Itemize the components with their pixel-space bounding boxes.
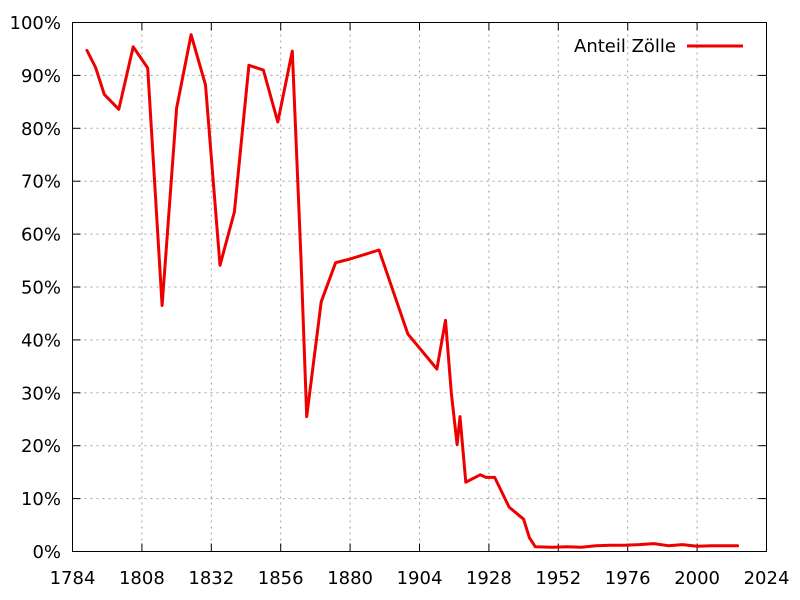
- series-line: [85, 33, 740, 549]
- y-tick-label: 70%: [21, 172, 61, 193]
- x-tick-label: 1928: [466, 568, 512, 589]
- x-tick-label: 1880: [327, 568, 373, 589]
- x-tick-label: 1808: [119, 568, 165, 589]
- x-tick-label: 1976: [605, 568, 651, 589]
- y-tick-label: 100%: [10, 13, 61, 34]
- x-axis-tick-labels: 1784 1808 1832 1856 1880 1904 1928 1952 1976 2000…: [50, 568, 790, 589]
- x-tick-label: 1904: [397, 568, 443, 589]
- y-tick-label: 80%: [21, 119, 61, 140]
- grid-lines: [72, 22, 767, 552]
- legend-label: Anteil Zölle: [574, 36, 676, 57]
- x-tick-label: 1952: [535, 568, 581, 589]
- y-tick-label: 50%: [21, 278, 61, 299]
- x-tick-label: 1832: [188, 568, 234, 589]
- y-tick-label: 30%: [21, 383, 61, 404]
- y-tick-label: 40%: [21, 330, 61, 351]
- y-tick-label: 90%: [21, 66, 61, 87]
- series-group: [85, 33, 740, 549]
- axis-ticks: [72, 22, 767, 552]
- x-tick-label: 2024: [744, 568, 790, 589]
- y-axis-tick-labels: 0% 10% 20% 30% 40% 50% 60% 70% 80% 90% 100%: [10, 13, 61, 563]
- x-tick-label: 1784: [50, 568, 96, 589]
- x-tick-label: 1856: [258, 568, 304, 589]
- y-tick-label: 10%: [21, 489, 61, 510]
- legend: Anteil Zölle: [574, 36, 743, 57]
- x-tick-label: 2000: [674, 568, 720, 589]
- y-tick-label: 20%: [21, 436, 61, 457]
- y-tick-label: 0%: [32, 542, 61, 563]
- y-tick-label: 60%: [21, 225, 61, 246]
